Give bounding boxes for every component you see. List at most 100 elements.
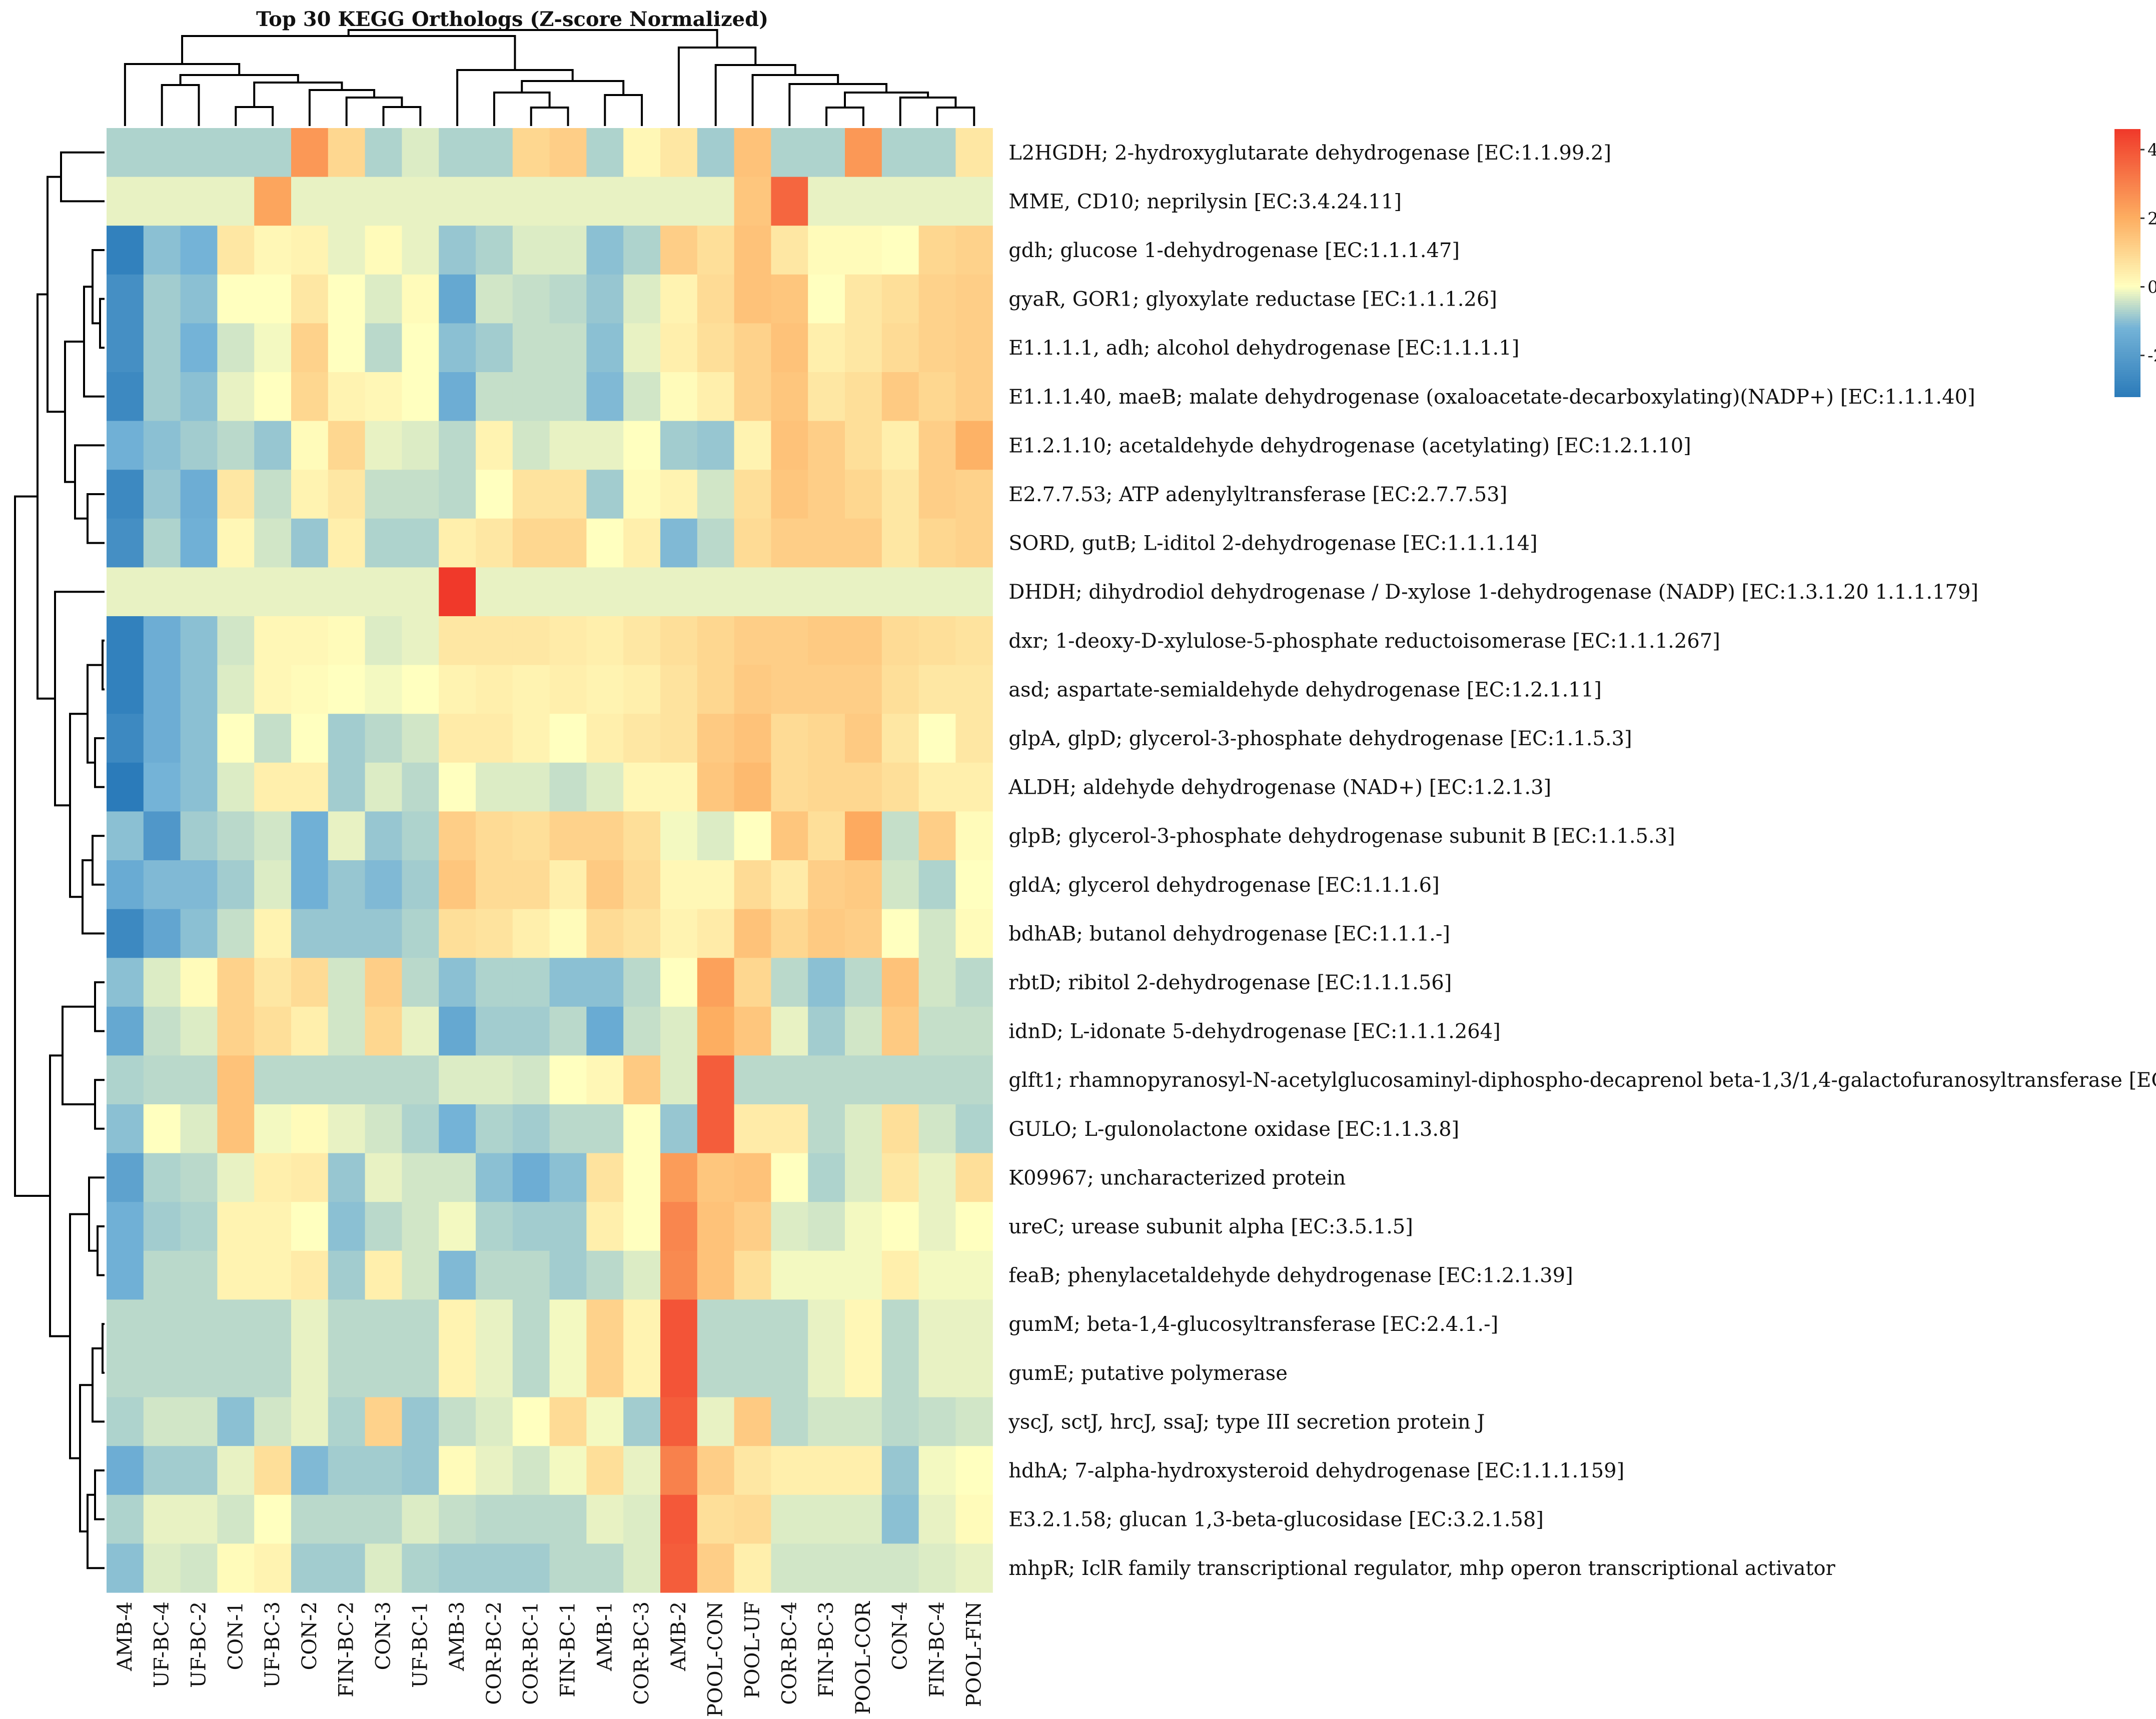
heatmap-cell [734,811,771,861]
heatmap-cell [881,762,919,812]
heatmap-cell [180,958,218,1007]
heatmap-cell [365,372,402,422]
heatmap-cell [254,226,292,275]
column-label: CON-3 [372,1601,395,1670]
heatmap-cell [734,470,771,519]
heatmap-cell [734,128,771,178]
colorbar-segment [2114,209,2140,212]
colorbar-segment [2114,365,2140,369]
heatmap-cell [697,958,735,1007]
heatmap-cell [439,909,476,958]
heatmap-cell [955,1543,993,1593]
heatmap-cell [180,567,218,617]
heatmap-cell [291,958,329,1007]
heatmap-cell [808,1104,845,1154]
heatmap-cell [808,958,845,1007]
colorbar-segment [2114,385,2140,389]
heatmap-cell [881,1494,919,1544]
colorbar-segment [2114,265,2140,268]
colorbar-segment [2114,263,2140,266]
heatmap-cell [918,1446,956,1495]
heatmap-cell [660,860,698,910]
colorbar-segment [2114,151,2140,155]
heatmap-cell [217,226,255,275]
heatmap-cell [881,909,919,958]
column-label: POOL-UF [741,1601,764,1698]
heatmap-cell [365,616,402,666]
heatmap-cell [955,274,993,324]
heatmap-cell [365,470,402,519]
heatmap-cell [845,1494,882,1544]
heatmap-cell [254,518,292,568]
column-label: CON-4 [889,1601,912,1670]
heatmap-cell [365,714,402,763]
heatmap-cell [771,1055,808,1105]
heatmap-cell [291,226,329,275]
heatmap-cell [365,1055,402,1105]
heatmap-cell [512,1299,550,1349]
heatmap-cell [771,909,808,958]
heatmap-cell [845,128,882,178]
heatmap-cell [623,372,661,422]
heatmap-cell [439,1494,476,1544]
heatmap-cell [217,665,255,714]
colorbar-segment [2114,283,2140,286]
heatmap-cell [808,665,845,714]
row-dendrogram-link [94,1469,105,1520]
heatmap-cell [254,714,292,763]
heatmap-cell [623,860,661,910]
heatmap-cell [955,665,993,714]
heatmap-cell [734,616,771,666]
colorbar-segment [2114,310,2140,313]
heatmap-cell [623,1397,661,1446]
heatmap-cell [107,1494,144,1544]
colorbar-segment [2114,191,2140,195]
heatmap-cell [365,567,402,617]
row-labels: L2HGDH; 2-hydroxyglutarate dehydrogenase… [1008,142,2156,1580]
heatmap-cell [512,1397,550,1446]
heatmap-cell [697,665,735,714]
heatmap-cell [180,372,218,422]
heatmap-cell [955,1104,993,1154]
heatmap-cell [476,616,513,666]
heatmap-cell [734,714,771,763]
colorbar-segment [2114,160,2140,163]
heatmap-cell [623,567,661,617]
heatmap-cell [291,1055,329,1105]
row-label: gldA; glycerol dehydrogenase [EC:1.1.1.6… [1008,874,1440,897]
heatmap-cell [955,177,993,226]
heatmap-cell [107,860,144,910]
heatmap-cell [697,1202,735,1251]
row-dendrogram-link [79,1384,93,1532]
heatmap-cell [623,714,661,763]
heatmap-cell [623,762,661,812]
heatmap-cell [660,1494,698,1544]
heatmap-cell [549,665,587,714]
heatmap-cell [881,1055,919,1105]
colorbar-tick-label: 0 [2147,278,2156,298]
heatmap-cell [439,226,476,275]
heatmap-cell [808,1250,845,1300]
heatmap-cell [365,518,402,568]
heatmap-cell [660,421,698,470]
heatmap-cell [143,811,181,861]
heatmap-cell [143,1348,181,1398]
heatmap-cell [143,1006,181,1056]
heatmap-cell [734,909,771,958]
heatmap-cell [955,1494,993,1544]
heatmap-cell [955,128,993,178]
heatmap-cell [734,274,771,324]
heatmap-cell [217,1446,255,1495]
heatmap-cell [180,323,218,373]
heatmap-cell [365,958,402,1007]
heatmap-cell [808,128,845,178]
heatmap-cell [549,616,587,666]
heatmap-cell [328,518,366,568]
heatmap-cell [697,1153,735,1202]
heatmap-cell [476,811,513,861]
row-dendrogram-link [92,835,105,886]
heatmap-cell [549,323,587,373]
heatmap-cell [365,811,402,861]
heatmap-cell [512,128,550,178]
column-dendrogram-link [604,94,643,126]
